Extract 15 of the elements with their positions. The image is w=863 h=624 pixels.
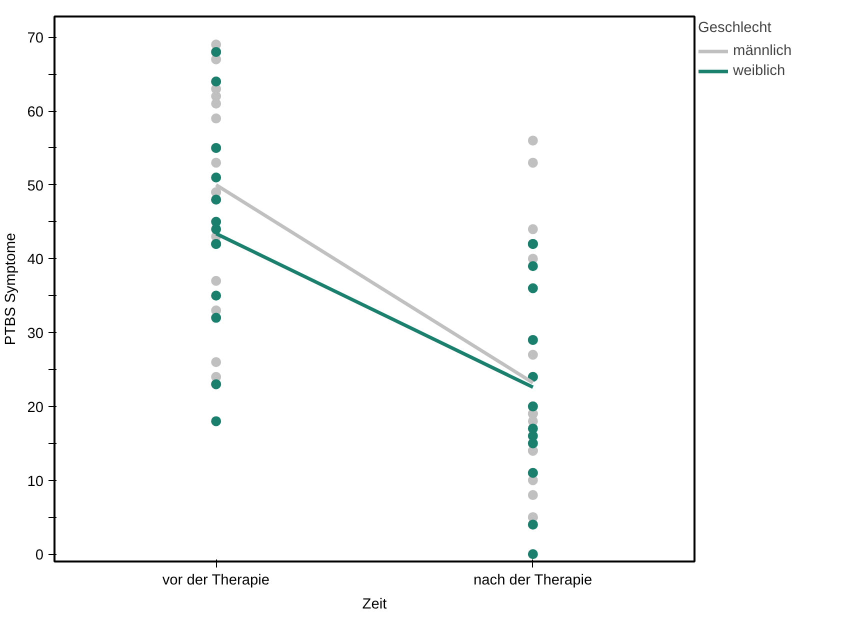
y-tick-label: 70 <box>27 30 44 47</box>
y-tick-label: 0 <box>35 548 44 564</box>
x-tick-label: vor der Therapie <box>162 572 270 588</box>
y-tick-label: 20 <box>27 400 44 416</box>
y-tick-label: 50 <box>27 178 44 194</box>
y-tick-label: 30 <box>27 326 44 342</box>
y-tick-label: 10 <box>27 474 44 490</box>
y-tick-label: 60 <box>27 104 44 121</box>
legend-title: Geschlecht <box>698 20 772 36</box>
y-tick-label: 40 <box>27 252 44 268</box>
legend-label: weiblich <box>733 63 786 79</box>
x-axis-title: Zeit <box>362 596 387 612</box>
y-axis-title: PTBS Symptome <box>3 232 20 346</box>
x-tick-label: nach der Therapie <box>473 572 592 588</box>
legend-label: männlich <box>733 43 792 59</box>
